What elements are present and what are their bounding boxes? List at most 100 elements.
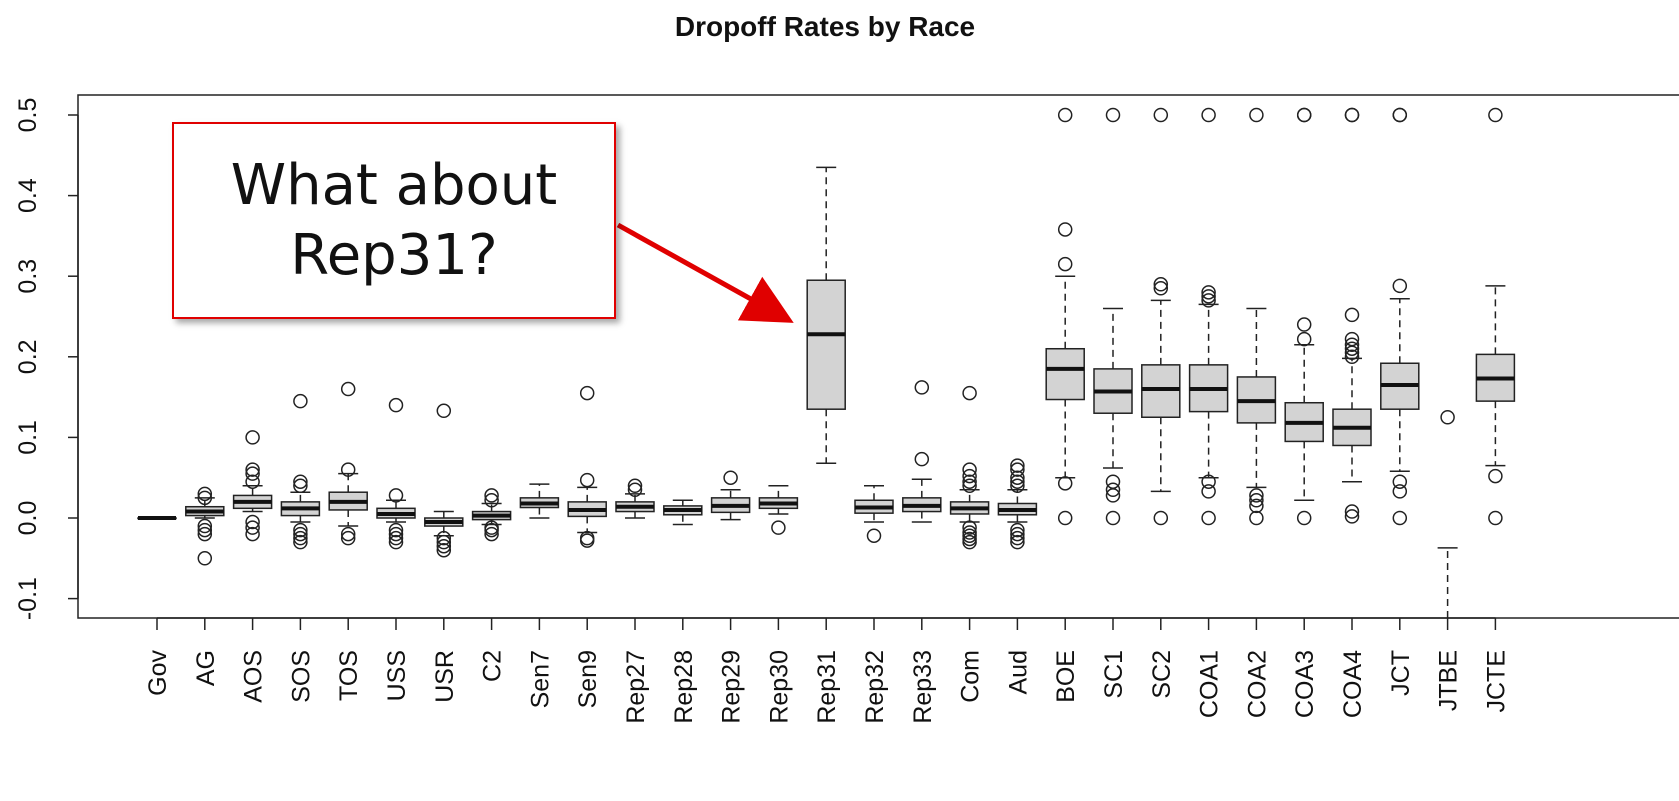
box-gov bbox=[137, 516, 177, 520]
outlier-point bbox=[1010, 526, 1025, 542]
box-boe bbox=[1045, 107, 1085, 526]
outlier-point bbox=[1344, 504, 1360, 519]
box-coa3 bbox=[1284, 107, 1324, 526]
box-sos bbox=[280, 393, 321, 550]
outlier-point bbox=[1249, 107, 1264, 123]
y-tick-label: 0.1 bbox=[14, 420, 42, 455]
outlier-point bbox=[962, 534, 977, 550]
outlier-point bbox=[1153, 107, 1169, 123]
box-sen7 bbox=[519, 483, 560, 519]
box-rep31 bbox=[806, 166, 846, 464]
outlier-point bbox=[1249, 498, 1264, 514]
x-tick-label: JCTE bbox=[1482, 650, 1510, 713]
x-tick-label: TOS bbox=[335, 650, 363, 701]
outlier-point bbox=[1344, 509, 1360, 524]
x-tick-label: Rep30 bbox=[765, 650, 793, 724]
x-tick-label: USS bbox=[383, 650, 411, 701]
outlier-point bbox=[436, 530, 452, 546]
outlier-point bbox=[436, 542, 452, 558]
outlier-point bbox=[1344, 337, 1360, 352]
box-uss bbox=[376, 397, 416, 550]
y-tick-label: 0.3 bbox=[14, 259, 42, 294]
box-rep32 bbox=[854, 485, 894, 543]
outlier-point bbox=[245, 474, 260, 489]
outlier-point bbox=[293, 474, 308, 489]
outlier-point bbox=[293, 526, 308, 542]
outlier-point bbox=[1488, 107, 1503, 123]
iqr-box bbox=[1141, 364, 1181, 418]
box-coa2 bbox=[1236, 107, 1277, 526]
outlier-point bbox=[1010, 534, 1025, 550]
outlier-point bbox=[293, 478, 308, 494]
outlier-point bbox=[1296, 510, 1312, 526]
box-c2 bbox=[471, 488, 512, 542]
outlier-point bbox=[1392, 484, 1408, 499]
outlier-point bbox=[962, 520, 977, 535]
outlier-point bbox=[1105, 510, 1121, 526]
outlier-point bbox=[1249, 510, 1264, 526]
outlier-point bbox=[962, 525, 977, 540]
y-tick-label: 0.4 bbox=[14, 178, 42, 213]
x-tick-label: Com bbox=[957, 650, 985, 703]
outlier-point bbox=[1201, 293, 1216, 308]
outlier-point bbox=[293, 530, 308, 546]
outlier-point bbox=[914, 380, 930, 395]
outlier-point bbox=[1010, 530, 1025, 546]
x-tick-label: USR bbox=[431, 650, 459, 703]
outlier-point bbox=[1296, 107, 1312, 123]
box-aud bbox=[997, 458, 1038, 550]
box-sc1 bbox=[1093, 107, 1133, 526]
outlier-point bbox=[388, 534, 404, 550]
x-tick-label: AOS bbox=[240, 650, 268, 703]
outlier-point bbox=[1010, 458, 1025, 473]
outlier-point bbox=[340, 530, 356, 546]
outlier-point bbox=[1344, 341, 1360, 356]
outlier-point bbox=[1057, 107, 1073, 123]
box-rep30 bbox=[758, 485, 799, 535]
x-tick-label: COA4 bbox=[1339, 650, 1367, 718]
x-tick-label: Rep29 bbox=[718, 650, 746, 724]
y-tick-label: -0.1 bbox=[14, 577, 42, 620]
outlier-point bbox=[579, 385, 595, 401]
outlier-point bbox=[1488, 510, 1503, 526]
box-jtbe bbox=[1437, 410, 1458, 618]
outlier-point bbox=[1057, 476, 1073, 491]
outlier-point bbox=[340, 381, 356, 397]
outlier-point bbox=[1105, 482, 1121, 498]
outlier-point bbox=[914, 451, 930, 467]
outlier-point bbox=[293, 522, 308, 538]
outlier-point bbox=[1010, 474, 1025, 489]
box-aos bbox=[232, 430, 273, 542]
outlier-point bbox=[962, 468, 977, 484]
outlier-point bbox=[962, 528, 977, 543]
outlier-point bbox=[1440, 410, 1455, 425]
outlier-point bbox=[197, 486, 213, 502]
outlier-point bbox=[1392, 107, 1408, 123]
box-series bbox=[137, 107, 1516, 618]
outlier-point bbox=[1201, 107, 1216, 123]
outlier-point bbox=[1057, 222, 1073, 237]
outlier-point bbox=[1201, 484, 1216, 499]
x-tick-label: C2 bbox=[479, 650, 507, 682]
x-tick-label: SOS bbox=[287, 650, 315, 703]
outlier-point bbox=[962, 531, 977, 547]
x-tick-label: SC2 bbox=[1148, 650, 1176, 699]
x-tick-label: Sen7 bbox=[526, 650, 554, 708]
x-tick-label: Rep31 bbox=[813, 650, 841, 724]
outlier-point bbox=[1201, 289, 1216, 304]
outlier-point bbox=[962, 474, 977, 489]
outlier-point bbox=[484, 522, 499, 538]
box-coa4 bbox=[1332, 107, 1372, 524]
x-tick-label: COA2 bbox=[1243, 650, 1271, 718]
y-tick-label: 0.0 bbox=[14, 501, 42, 536]
callout-line-2: Rep31? bbox=[290, 222, 498, 288]
outlier-point bbox=[962, 462, 977, 477]
outlier-point bbox=[388, 526, 404, 542]
box-tos bbox=[328, 381, 368, 546]
outlier-point bbox=[1057, 256, 1073, 272]
outlier-point bbox=[1392, 510, 1408, 526]
iqr-box bbox=[1045, 347, 1085, 401]
outlier-point bbox=[1392, 474, 1408, 489]
x-tick-label: Rep32 bbox=[861, 650, 889, 724]
outlier-point bbox=[388, 522, 404, 538]
